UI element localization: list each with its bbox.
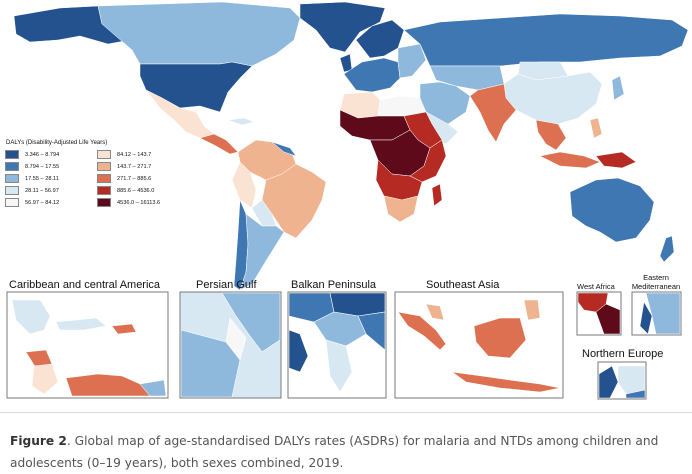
legend-item: 143.7 – 271.7	[97, 162, 189, 171]
inset-title-persian-gulf: Persian Gulf	[196, 279, 257, 291]
region-southeast-asia	[535, 119, 567, 151]
legend-label: 17.55 – 28.11	[25, 175, 59, 182]
legend-item: 17.55 – 28.11	[5, 174, 97, 183]
legend-swatch	[97, 150, 111, 159]
legend-label: 28.11 – 56.97	[25, 187, 59, 194]
caption-divider	[0, 412, 692, 413]
region-argentina	[239, 213, 285, 291]
legend-label: 271.7 – 885.6	[117, 175, 152, 182]
inset-title-eastern-med-line2: Mediterranean	[631, 282, 681, 291]
inset-title-caribbean: Caribbean and central America	[9, 279, 161, 291]
region-madagascar	[431, 183, 443, 207]
legend-grid: 3.346 – 8.794 84.12 – 143.7 8.794 – 17.55 1…	[5, 150, 191, 207]
region-india	[469, 83, 517, 143]
region-indonesia	[539, 151, 601, 169]
region-china	[503, 71, 603, 125]
inset-title-west-africa: West Africa	[577, 282, 615, 291]
legend-swatch	[5, 198, 19, 207]
region-caribbean	[227, 117, 255, 126]
region-japan	[611, 75, 625, 101]
legend-label: 56.97 – 84.12	[25, 199, 60, 206]
legend-item: 8.794 – 17.55	[5, 162, 97, 171]
region-western-europe	[343, 57, 401, 93]
inset-title-eastern-med-line1: Eastern	[643, 273, 669, 282]
inset-eastern-med-map	[631, 291, 682, 336]
legend-swatch	[5, 174, 19, 183]
world-map	[13, 1, 689, 291]
legend-swatch	[5, 162, 19, 171]
legend-swatch	[97, 186, 111, 195]
region-central-america	[199, 133, 239, 155]
inset-title-northern-europe: Northern Europe	[582, 348, 664, 360]
legend-label: 84.12 – 143.7	[117, 151, 152, 158]
region-greenland	[299, 1, 386, 53]
region-middle-east	[419, 81, 471, 125]
region-alaska	[13, 5, 131, 45]
region-russia	[403, 13, 689, 67]
legend-item: 56.97 – 84.12	[5, 198, 97, 207]
region-uk	[339, 53, 353, 73]
legend-swatch	[5, 150, 19, 159]
map-legend: DALYs (Disability-Adjusted Life Years) 3…	[5, 140, 191, 226]
legend-swatch	[5, 186, 19, 195]
region-new-zealand	[659, 235, 675, 263]
inset-title-eastern-med: Eastern Mediterranean	[624, 273, 688, 291]
figure-caption: Figure 2. Global map of age-standardised…	[10, 430, 685, 474]
legend-item: 28.11 – 56.97	[5, 186, 97, 195]
region-north-africa-east	[377, 95, 427, 117]
inset-west-africa-map	[576, 291, 622, 336]
legend-label: 8.794 – 17.55	[25, 163, 60, 170]
inset-title-southeast-asia: Southeast Asia	[426, 279, 500, 291]
legend-item: 84.12 – 143.7	[97, 150, 189, 159]
legend-label: 4536.0 – 16113.6	[117, 199, 161, 206]
region-philippines	[589, 117, 603, 139]
inset-caribbean-map	[6, 291, 169, 399]
legend-swatch	[97, 174, 111, 183]
legend-item: 271.7 – 885.6	[97, 174, 189, 183]
inset-persian-gulf-map	[179, 291, 282, 399]
inset-title-balkan: Balkan Peninsula	[291, 279, 377, 291]
legend-label: 3.346 – 8.794	[25, 151, 60, 158]
legend-label: 885.6 – 4536.0	[117, 187, 155, 194]
legend-swatch	[97, 198, 111, 207]
region-australia	[569, 177, 655, 243]
region-southern-africa	[383, 195, 419, 223]
legend-label: 143.7 – 271.7	[117, 163, 152, 170]
legend-swatch	[97, 162, 111, 171]
region-bolivia	[251, 199, 277, 227]
inset-balkan-map	[287, 291, 387, 399]
region-canada	[97, 1, 301, 67]
legend-title: DALYs (Disability-Adjusted Life Years)	[6, 140, 108, 146]
region-scandinavia	[355, 19, 405, 59]
legend-item: 4536.0 – 16113.6	[97, 198, 189, 207]
region-eastern-europe	[397, 43, 427, 79]
region-usa	[139, 61, 253, 113]
caption-label: Figure 2	[10, 434, 67, 448]
legend-item: 885.6 – 4536.0	[97, 186, 189, 195]
inset-southeast-asia-map	[394, 291, 564, 399]
inset-northern-europe-map	[597, 361, 647, 400]
region-new-guinea	[595, 151, 637, 169]
caption-text: . Global map of age-standardised DALYs r…	[10, 434, 659, 470]
legend-item: 3.346 – 8.794	[5, 150, 97, 159]
region-guianas	[271, 141, 297, 157]
